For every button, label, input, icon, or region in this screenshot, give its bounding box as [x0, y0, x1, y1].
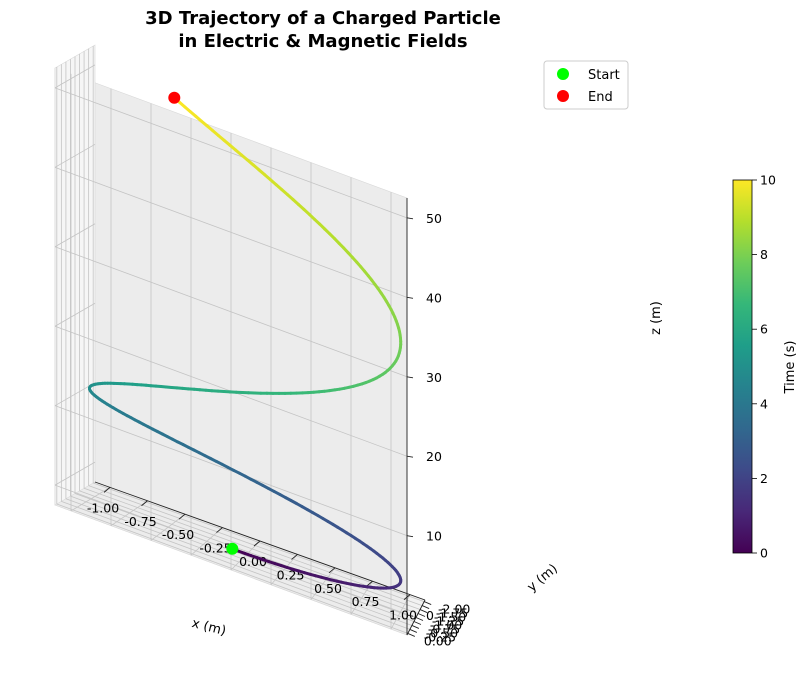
z-tick-mark [406, 455, 414, 458]
point-end [168, 91, 181, 104]
y-tick-label: -0.75 [428, 622, 460, 637]
x-tick-mark [216, 527, 223, 533]
colorbar-tick-label: 4 [760, 396, 768, 411]
y-tick-mark [409, 629, 418, 633]
y-tick-mark [411, 625, 420, 629]
x-tick-mark [141, 500, 148, 507]
y-tick-label: -0.50 [426, 626, 458, 641]
z-tick-label: 10 [426, 529, 442, 544]
grid-floor-y [79, 490, 419, 614]
colorbar-gradient [732, 179, 753, 554]
grid-floor-y [83, 487, 421, 610]
y-tick-mark [407, 632, 415, 637]
y-tick-mark [413, 621, 422, 625]
grid-back-z [54, 166, 408, 298]
x-tick-label: -0.75 [124, 514, 156, 529]
y-tick-label: -1.25 [432, 614, 464, 629]
x-axis-label: x (m) [190, 616, 227, 639]
x-tick-label: -1.00 [87, 500, 119, 515]
point-start [226, 542, 239, 555]
colorbar-tick-label: 0 [760, 546, 768, 561]
y-tick-label: -0.25 [424, 629, 456, 644]
y-tick-mark [415, 617, 424, 621]
grid-back-z [54, 405, 408, 537]
grid-floor-y [70, 495, 415, 622]
x-tick-mark [328, 567, 336, 574]
y-axis-label: y (m) [525, 561, 561, 595]
legend-marker-start [557, 68, 569, 80]
z-tick-mark [406, 376, 414, 379]
z-tick-label: 20 [426, 449, 442, 464]
x-tick-label: -0.25 [199, 541, 231, 556]
x-tick-mark [178, 513, 186, 520]
x-tick-label: -0.50 [162, 527, 194, 542]
x-tick-mark [366, 580, 373, 587]
y-tick-mark [417, 613, 426, 617]
legend-marker-end [557, 90, 569, 102]
y-tick-mark [419, 609, 428, 613]
colorbar-tick-label: 2 [760, 471, 768, 486]
y-tick-label: -1.75 [436, 606, 468, 621]
x-tick-mark [403, 594, 411, 600]
grid-side-z [54, 223, 96, 248]
colorbar-tick-label: 6 [760, 322, 768, 337]
y-tick-mark [421, 605, 430, 609]
z-tick-mark [406, 614, 414, 617]
legend: Start End [543, 60, 629, 110]
grid-lines [54, 46, 425, 634]
y-tick-mark [424, 601, 432, 606]
colorbar-tick-label: 8 [760, 247, 768, 262]
marker-points [168, 91, 239, 555]
colorbar-label: Time (s) [783, 341, 798, 395]
grid-side-z [54, 302, 96, 327]
x-tick-label: 1.00 [389, 608, 417, 623]
colorbar-ticks: 0 2 4 6 8 10 [752, 173, 776, 561]
grid-back-z [54, 87, 408, 219]
axis-ticks: -1.00-0.75-0.50-0.250.000.250.500.751.00… [87, 211, 471, 649]
legend-label-end: End [588, 90, 613, 105]
x-tick-mark [103, 487, 111, 493]
z-tick-mark [406, 296, 414, 299]
chart-title-line-1: 3D Trajectory of a Charged Particle [145, 8, 501, 29]
grid-side-z [54, 64, 96, 89]
z-axis-label: z (m) [649, 301, 664, 335]
grid-side-z [54, 382, 96, 407]
colorbar: 0 2 4 6 8 10 Time (s) [732, 173, 798, 561]
grid-floor-y [65, 498, 413, 626]
x-tick-mark [253, 540, 261, 547]
grid-floor-y [56, 503, 408, 634]
grid-side-z [54, 461, 96, 486]
x-tick-label: 0.50 [314, 581, 342, 596]
y-tick-label: -1.50 [434, 610, 466, 625]
z-tick-label: 0 [426, 608, 434, 623]
chart-title-line-2: in Electric & Magnetic Fields [178, 31, 467, 52]
z-tick-mark [406, 217, 414, 220]
grid-floor-y [61, 500, 411, 630]
z-tick-label: 40 [426, 290, 442, 305]
trajectory-line [88, 96, 403, 590]
grid-back-z [54, 246, 408, 378]
z-tick-mark [406, 535, 414, 538]
x-tick-label: 0.75 [352, 594, 380, 609]
z-tick-label: 30 [426, 370, 442, 385]
grid-side-z [54, 143, 96, 168]
y-tick-label: -2.00 [438, 602, 470, 617]
y-tick-label: -1.00 [430, 618, 462, 633]
y-tick-label: 0.00 [424, 633, 452, 648]
x-tick-mark [291, 554, 298, 560]
z-tick-label: 50 [426, 211, 442, 226]
legend-label-start: Start [588, 68, 620, 83]
colorbar-tick-label: 10 [760, 173, 776, 188]
